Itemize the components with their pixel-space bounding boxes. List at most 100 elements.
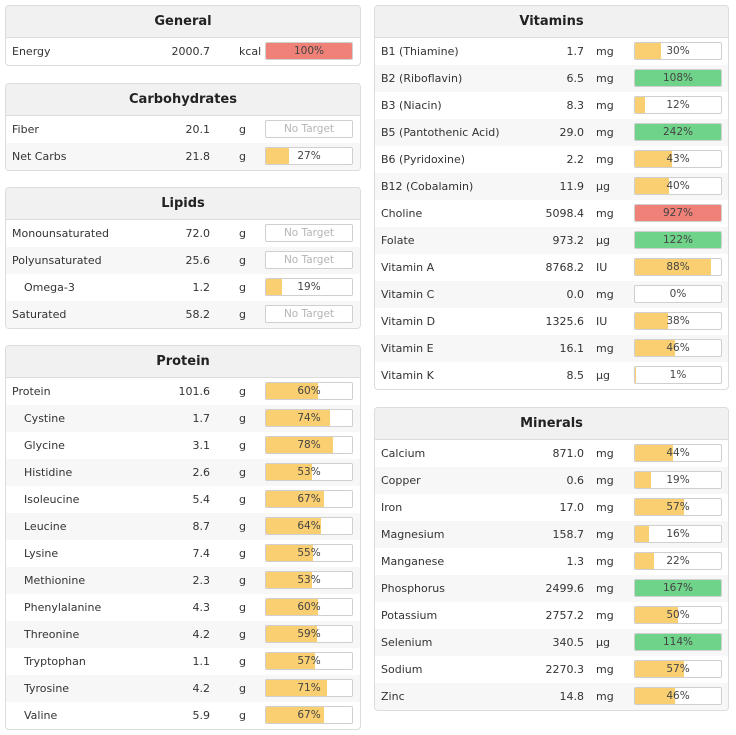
nutrient-name: Calcium — [381, 447, 426, 460]
nutrient-row-b6-pyridoxine[interactable]: B6 (Pyridoxine) 2.2 mg 43% — [375, 146, 728, 173]
nutrient-row-saturated[interactable]: Saturated 58.2 g No Target — [6, 301, 360, 328]
nutrient-unit: g — [239, 150, 246, 163]
nutrient-row-threonine[interactable]: Threonine 4.2 g 59% — [6, 621, 360, 648]
nutrient-row-polyunsaturated[interactable]: Polyunsaturated 25.6 g No Target — [6, 247, 360, 274]
progress-fill — [635, 259, 711, 275]
progress-fill — [266, 464, 312, 480]
nutrient-name: Choline — [381, 207, 423, 220]
nutrient-row-net-carbs[interactable]: Net Carbs 21.8 g 27% — [6, 143, 360, 170]
nutrient-name: Monounsaturated — [12, 227, 109, 240]
nutrient-row-vitamin-d[interactable]: Vitamin D 1325.6 IU 38% — [375, 308, 728, 335]
nutrient-row-selenium[interactable]: Selenium 340.5 µg 114% — [375, 629, 728, 656]
progress-fill — [635, 367, 636, 383]
percent-label: 57% — [666, 663, 690, 675]
lipids-rows: Monounsaturated 72.0 g No Target Polyunsatur… — [6, 220, 360, 328]
nutrient-name: Isoleucine — [24, 493, 80, 506]
nutrient-row-b2-riboflavin[interactable]: B2 (Riboflavin) 6.5 mg 108% — [375, 65, 728, 92]
nutrient-row-folate[interactable]: Folate 973.2 µg 122% — [375, 227, 728, 254]
nutrient-amount: 8.7 — [192, 520, 211, 533]
nutrient-row-tyrosine[interactable]: Tyrosine 4.2 g 71% — [6, 675, 360, 702]
percent-label: 114% — [662, 636, 694, 648]
nutrient-unit: g — [239, 520, 246, 533]
lipids-heading: Lipids — [6, 188, 360, 220]
nutrient-amount: 4.2 — [192, 628, 211, 641]
target-progress-bar: No Target — [265, 224, 353, 242]
vitamins-rows: B1 (Thiamine) 1.7 mg 30% B2 (Riboflavin) 6.5 m… — [375, 38, 728, 389]
nutrient-name: B1 (Thiamine) — [381, 45, 459, 58]
nutrient-row-phenylalanine[interactable]: Phenylalanine 4.3 g 60% — [6, 594, 360, 621]
nutrient-row-protein[interactable]: Protein 101.6 g 60% — [6, 378, 360, 405]
nutrient-row-vitamin-e[interactable]: Vitamin E 16.1 mg 46% — [375, 335, 728, 362]
nutrient-row-isoleucine[interactable]: Isoleucine 5.4 g 67% — [6, 486, 360, 513]
percent-label: 55% — [297, 547, 321, 559]
percent-label: 44% — [666, 447, 690, 459]
percent-label: No Target — [283, 254, 335, 266]
target-progress-bar: 0% — [634, 285, 722, 303]
nutrient-row-choline[interactable]: Choline 5098.4 mg 927% — [375, 200, 728, 227]
nutrient-amount: 0.6 — [566, 474, 585, 487]
percent-label: 38% — [666, 315, 690, 327]
nutrient-row-lysine[interactable]: Lysine 7.4 g 55% — [6, 540, 360, 567]
nutrient-unit: kcal — [239, 45, 262, 58]
nutrient-row-zinc[interactable]: Zinc 14.8 mg 46% — [375, 683, 728, 710]
nutrient-row-leucine[interactable]: Leucine 8.7 g 64% — [6, 513, 360, 540]
nutrient-row-cystine[interactable]: Cystine 1.7 g 74% — [6, 405, 360, 432]
nutrient-row-b5-pantothenic-acid[interactable]: B5 (Pantothenic Acid) 29.0 mg 242% — [375, 119, 728, 146]
nutrient-row-b12-cobalamin[interactable]: B12 (Cobalamin) 11.9 µg 40% — [375, 173, 728, 200]
nutrient-amount: 6.5 — [566, 72, 585, 85]
nutrient-row-phosphorus[interactable]: Phosphorus 2499.6 mg 167% — [375, 575, 728, 602]
nutrient-row-vitamin-c[interactable]: Vitamin C 0.0 mg 0% — [375, 281, 728, 308]
nutrient-row-energy[interactable]: Energy 2000.7 kcal 100% — [6, 38, 360, 65]
nutrient-row-omega-3[interactable]: Omega-3 1.2 g 19% — [6, 274, 360, 301]
progress-fill — [635, 151, 672, 167]
nutrient-row-potassium[interactable]: Potassium 2757.2 mg 50% — [375, 602, 728, 629]
nutrient-row-manganese[interactable]: Manganese 1.3 mg 22% — [375, 548, 728, 575]
nutrient-row-b1-thiamine[interactable]: B1 (Thiamine) 1.7 mg 30% — [375, 38, 728, 65]
target-progress-bar: 19% — [634, 471, 722, 489]
nutrient-row-sodium[interactable]: Sodium 2270.3 mg 57% — [375, 656, 728, 683]
nutrient-row-calcium[interactable]: Calcium 871.0 mg 44% — [375, 440, 728, 467]
minerals-heading: Minerals — [375, 408, 728, 440]
nutrient-amount: 25.6 — [185, 254, 211, 267]
target-progress-bar: 1% — [634, 366, 722, 384]
nutrient-unit: µg — [596, 369, 610, 382]
nutrient-name: Folate — [381, 234, 415, 247]
percent-label: 59% — [297, 628, 321, 640]
nutrient-name: Potassium — [381, 609, 438, 622]
nutrient-row-histidine[interactable]: Histidine 2.6 g 53% — [6, 459, 360, 486]
vitamins-panel: Vitamins B1 (Thiamine) 1.7 mg 30% B2 (Ribofl… — [374, 5, 729, 390]
nutrient-amount: 5.4 — [192, 493, 211, 506]
nutrient-row-vitamin-a[interactable]: Vitamin A 8768.2 IU 88% — [375, 254, 728, 281]
percent-label: 67% — [297, 709, 321, 721]
nutrient-amount: 1.7 — [566, 45, 585, 58]
nutrient-row-tryptophan[interactable]: Tryptophan 1.1 g 57% — [6, 648, 360, 675]
nutrient-row-methionine[interactable]: Methionine 2.3 g 53% — [6, 567, 360, 594]
percent-label: No Target — [283, 123, 335, 135]
nutrient-unit: mg — [596, 342, 614, 355]
general-heading: General — [6, 6, 360, 38]
nutrient-row-glycine[interactable]: Glycine 3.1 g 78% — [6, 432, 360, 459]
nutrient-unit: mg — [596, 72, 614, 85]
progress-fill — [635, 607, 678, 623]
nutrient-row-valine[interactable]: Valine 5.9 g 67% — [6, 702, 360, 729]
percent-label: 53% — [297, 574, 321, 586]
percent-label: 19% — [666, 474, 690, 486]
percent-label: 50% — [666, 609, 690, 621]
nutrient-name: Energy — [12, 45, 51, 58]
nutrient-row-iron[interactable]: Iron 17.0 mg 57% — [375, 494, 728, 521]
nutrient-row-vitamin-k[interactable]: Vitamin K 8.5 µg 1% — [375, 362, 728, 389]
progress-fill — [635, 313, 668, 329]
target-progress-bar: 55% — [265, 544, 353, 562]
nutrient-row-b3-niacin[interactable]: B3 (Niacin) 8.3 mg 12% — [375, 92, 728, 119]
nutrient-amount: 1.1 — [192, 655, 211, 668]
nutrient-unit: g — [239, 281, 246, 294]
nutrient-amount: 2499.6 — [545, 582, 585, 595]
carbohydrates-rows: Fiber 20.1 g No Target Net Carbs 21.8 g 27% — [6, 116, 360, 170]
nutrient-row-monounsaturated[interactable]: Monounsaturated 72.0 g No Target — [6, 220, 360, 247]
nutrient-row-copper[interactable]: Copper 0.6 mg 19% — [375, 467, 728, 494]
percent-label: 12% — [666, 99, 690, 111]
nutrient-row-fiber[interactable]: Fiber 20.1 g No Target — [6, 116, 360, 143]
target-progress-bar: 46% — [634, 339, 722, 357]
nutrient-row-magnesium[interactable]: Magnesium 158.7 mg 16% — [375, 521, 728, 548]
target-progress-bar: 78% — [265, 436, 353, 454]
